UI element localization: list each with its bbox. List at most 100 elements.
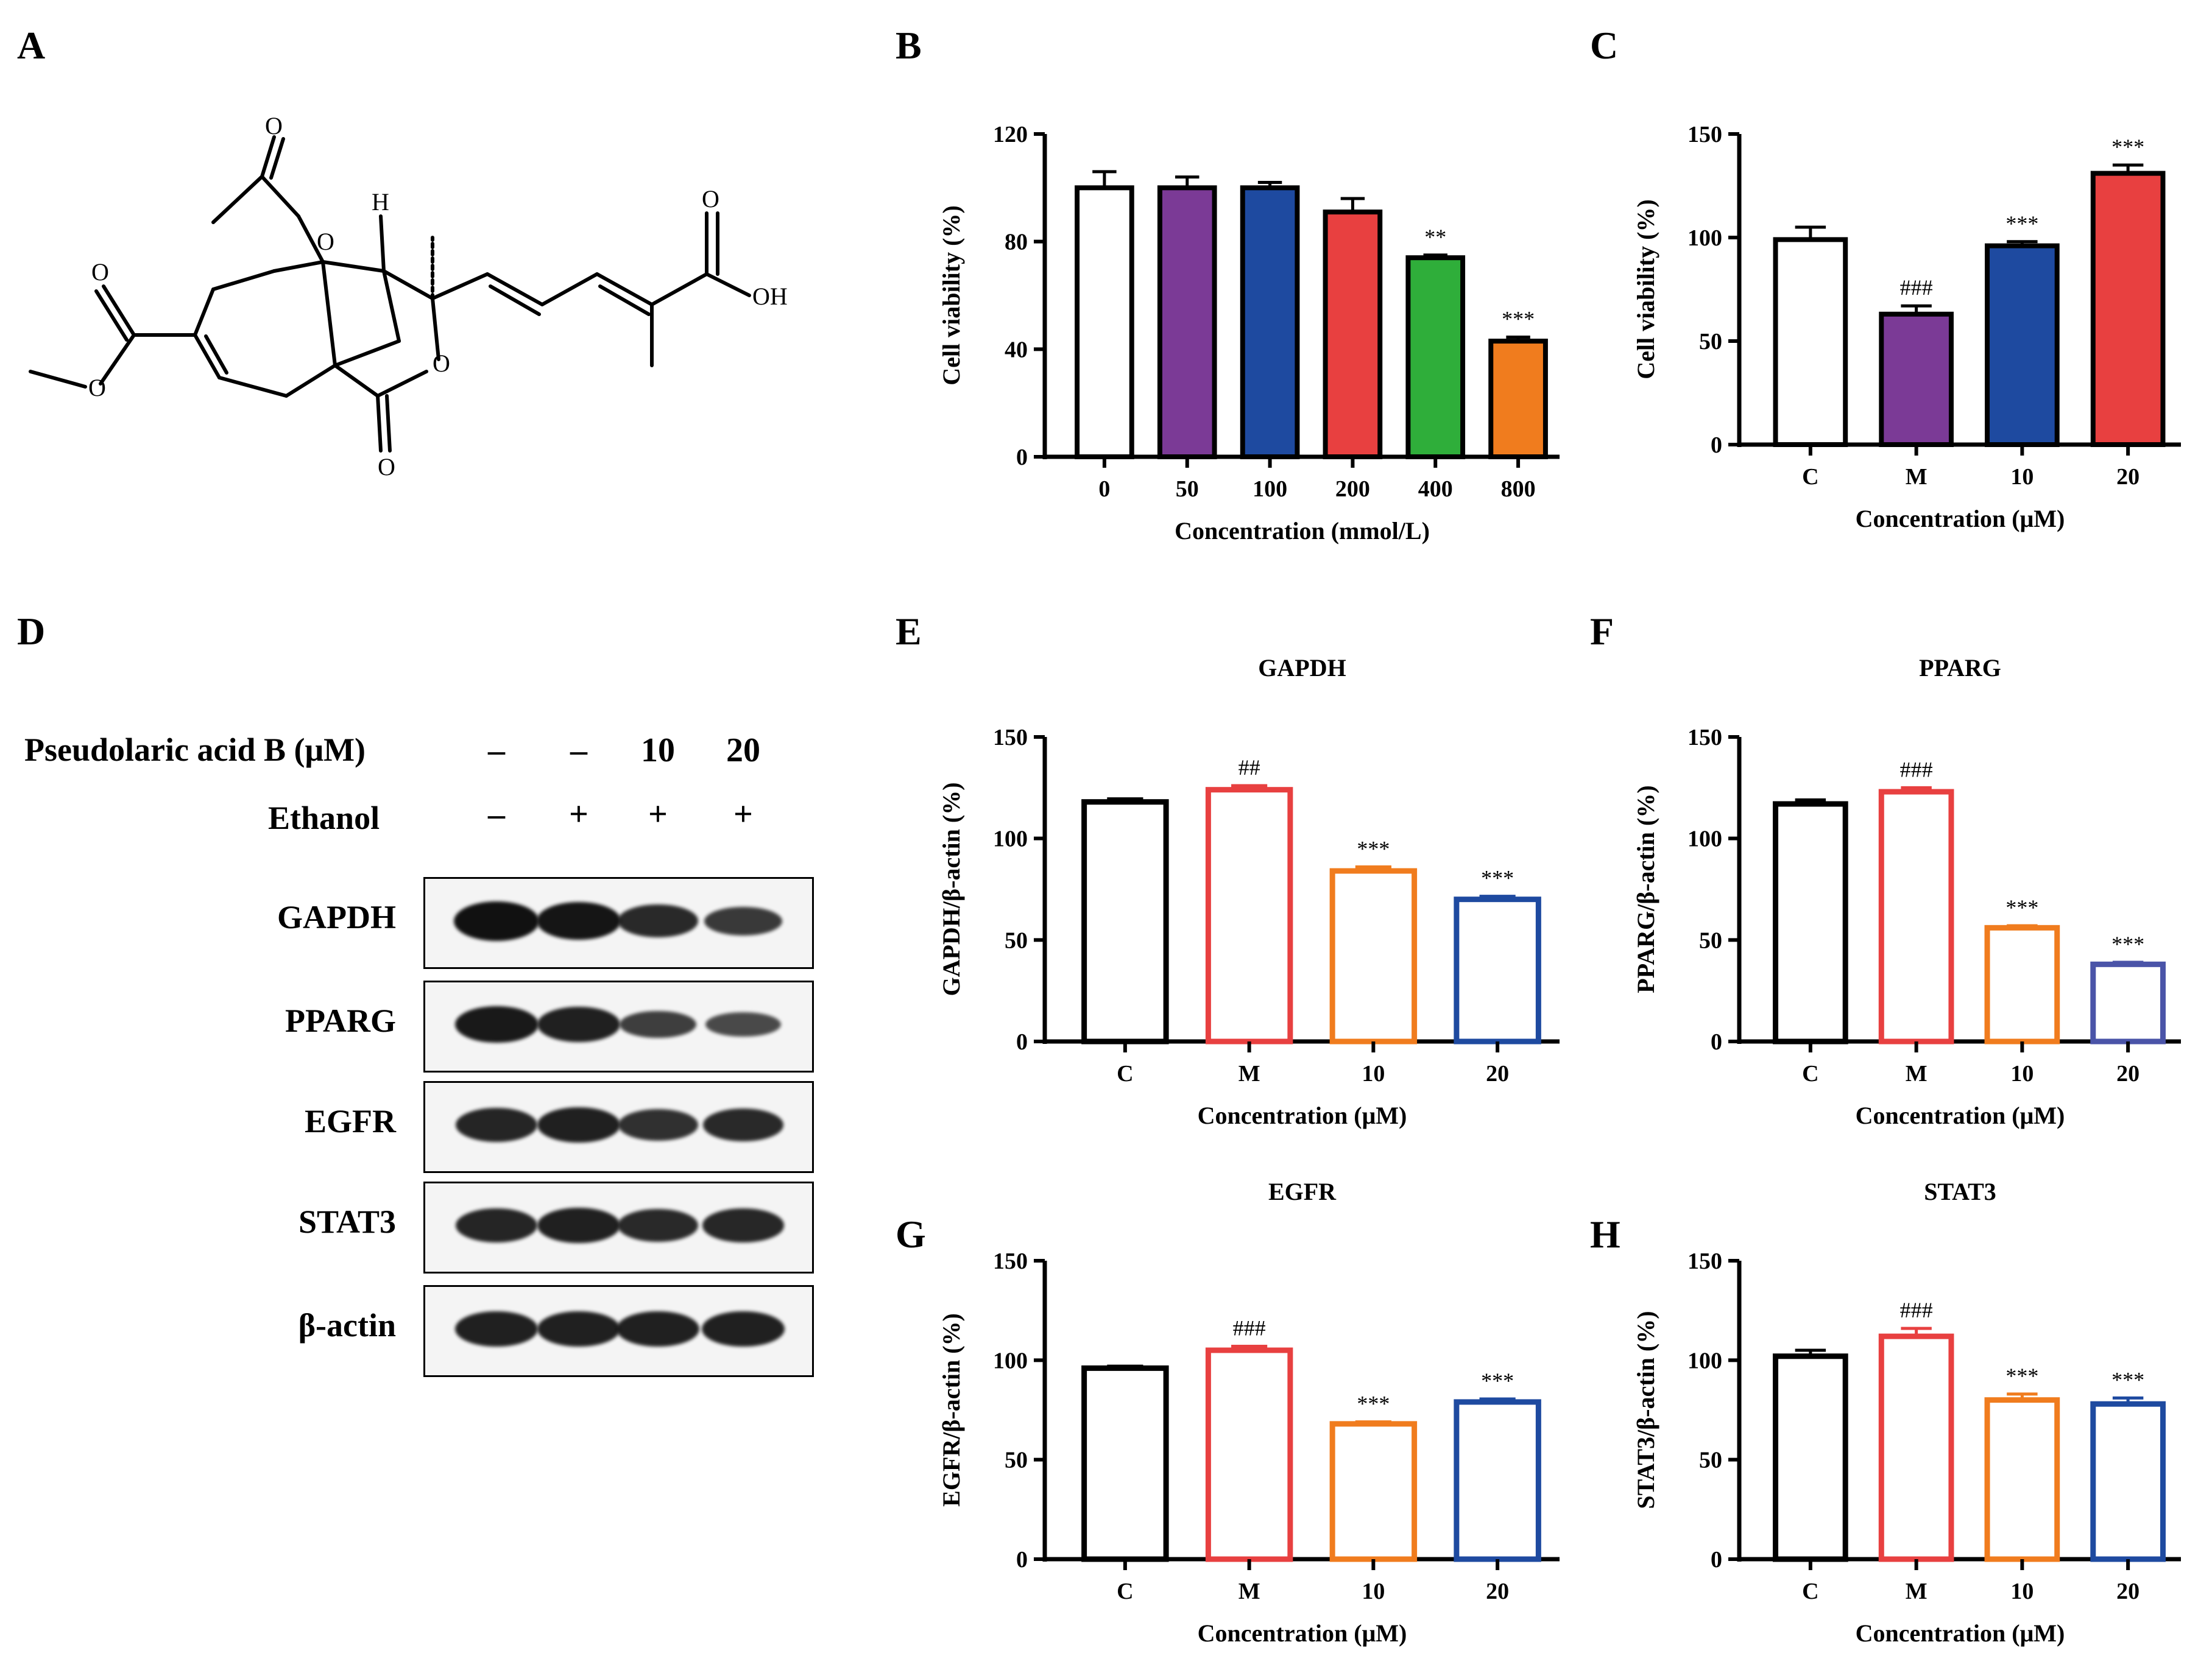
wb-band [456, 1108, 537, 1142]
chart-f-svg: PPARG 0 50 100 150 C M ### 10 *** 20 *** Concentrati… [1632, 654, 2181, 1129]
chart-title: GAPDH [1258, 654, 1346, 682]
x-tick-label: C [1802, 1579, 1818, 1604]
bar [1878, 1333, 1954, 1562]
wb-band [537, 1311, 620, 1347]
x-tick-label: 50 [1176, 476, 1199, 502]
y-tick-label: 0 [1016, 445, 1028, 470]
wb-band [454, 901, 539, 941]
structure-oxygen-1: O [265, 112, 283, 139]
x-tick-label: 20 [1486, 1579, 1509, 1604]
y-axis-label: Cell viability (%) [938, 205, 965, 386]
x-tick-label: 800 [1501, 476, 1536, 502]
significance-label: *** [1502, 306, 1535, 331]
y-tick-label: 150 [993, 1249, 1028, 1274]
chart-b-svg: 0 40 80 120 0 50 100 200 400 ** 800 *** Concentratio… [938, 122, 1560, 544]
x-axis-label: Concentration (μM) [1856, 1102, 2065, 1129]
wb-band [704, 906, 782, 935]
y-tick-label: 120 [993, 122, 1028, 147]
y-axis-label: PPARG/β-actin (%) [1632, 785, 1659, 993]
wb-treatment-value: – [488, 731, 505, 769]
wb-band [705, 1012, 781, 1037]
y-tick-label: 100 [1687, 1348, 1722, 1373]
panel-label-c: C [1590, 24, 1619, 67]
significance-label: *** [1357, 1392, 1390, 1416]
structure-oxygen-4: O [88, 374, 106, 401]
chart-h-svg: STAT3 0 50 100 150 C M ### 10 *** 20 *** Concentrati… [1632, 1178, 2181, 1647]
bar [1488, 339, 1548, 460]
bar [2090, 1401, 2166, 1562]
wb-row-label: GAPDH [277, 899, 396, 935]
wb-band [702, 1208, 784, 1242]
bar [1773, 1353, 1848, 1562]
bar [2090, 171, 2166, 447]
panel-label-h: H [1590, 1213, 1620, 1256]
panel-label-b: B [896, 24, 922, 67]
significance-label: *** [2005, 211, 2038, 236]
bar [1878, 789, 1954, 1045]
y-tick-label: 150 [1687, 1249, 1722, 1274]
x-tick-label: M [1239, 1579, 1260, 1604]
x-tick-label: 20 [2116, 1579, 2140, 1604]
y-tick-label: 100 [1687, 826, 1722, 852]
x-tick-label: 0 [1098, 476, 1110, 502]
wb-ethanol-value: + [569, 795, 588, 833]
significance-label: ### [1900, 275, 1933, 300]
wb-band [454, 1006, 539, 1043]
significance-label: *** [2005, 1364, 2038, 1388]
significance-label: ## [1239, 755, 1260, 780]
structure-oxygen-7: O [702, 185, 719, 213]
x-tick-label: 20 [1486, 1061, 1509, 1087]
chart-g: EGFR 0 50 100 150 C M ### 10 *** 20 *** Concentratio… [914, 1169, 1584, 1651]
bar [1329, 1421, 1418, 1562]
bar [1773, 801, 1848, 1045]
wb-band [617, 1311, 699, 1347]
y-tick-label: 100 [993, 1348, 1028, 1373]
chart-h: STAT3 0 50 100 150 C M ### 10 *** 20 *** Concentrati… [1608, 1169, 2205, 1651]
y-tick-label: 150 [993, 725, 1028, 750]
wb-band [456, 1208, 537, 1242]
x-tick-label: C [1117, 1579, 1133, 1604]
bar [1329, 868, 1418, 1045]
wb-band [619, 1010, 697, 1038]
x-tick-label: M [1906, 1061, 1928, 1087]
bar [1405, 255, 1466, 459]
bar [1157, 185, 1217, 459]
structure-oxygen-3: O [91, 258, 109, 286]
significance-label: ### [1900, 1298, 1933, 1322]
chart-g-svg: EGFR 0 50 100 150 C M ### 10 *** 20 *** Concentratio… [938, 1178, 1560, 1647]
structure-oxygen-6: O [378, 453, 395, 481]
x-tick-label: C [1802, 464, 1818, 490]
y-tick-label: 40 [1005, 337, 1028, 362]
panel-label-g: G [896, 1213, 926, 1256]
wb-treatment-value: 20 [726, 731, 760, 769]
chart-c: 0 50 100 150 C M ### 10 *** 20 *** Concentration (μ… [1608, 85, 2205, 536]
structure-hydrogen: H [372, 188, 389, 216]
x-tick-label: C [1802, 1061, 1818, 1087]
y-tick-label: 50 [1005, 928, 1028, 953]
y-tick-label: 50 [1699, 928, 1722, 953]
x-axis-label: Concentration (μM) [1198, 1619, 1407, 1647]
wb-band [537, 1207, 620, 1244]
y-tick-label: 0 [1016, 1547, 1028, 1573]
structure-drawing: O O O O O O O H OH [29, 112, 788, 481]
significance-label: ** [1424, 225, 1446, 249]
bar [1984, 925, 2060, 1045]
x-tick-label: 10 [1362, 1061, 1385, 1087]
bar [1773, 237, 1848, 447]
x-axis-label: Concentration (μM) [1198, 1102, 1407, 1129]
y-tick-label: 50 [1699, 329, 1722, 354]
chart-e-svg: GAPDH 0 50 100 150 C M ## 10 *** 20 *** Concentratio… [938, 654, 1560, 1129]
wb-ethanol-value: + [648, 795, 668, 833]
x-tick-label: 10 [2010, 1579, 2034, 1604]
x-tick-label: 10 [1362, 1579, 1385, 1604]
x-tick-label: M [1906, 464, 1928, 490]
bar [1205, 787, 1293, 1045]
x-axis-label: Concentration (μM) [1856, 1619, 2065, 1647]
wb-row-label: STAT3 [298, 1203, 396, 1240]
structure-oxygen-2: O [317, 228, 334, 255]
y-axis-label: STAT3/β-actin (%) [1632, 1311, 1659, 1509]
wb-band [702, 1311, 785, 1347]
wb-band [537, 1107, 620, 1143]
bar [1205, 1347, 1293, 1562]
y-tick-label: 100 [993, 826, 1028, 852]
